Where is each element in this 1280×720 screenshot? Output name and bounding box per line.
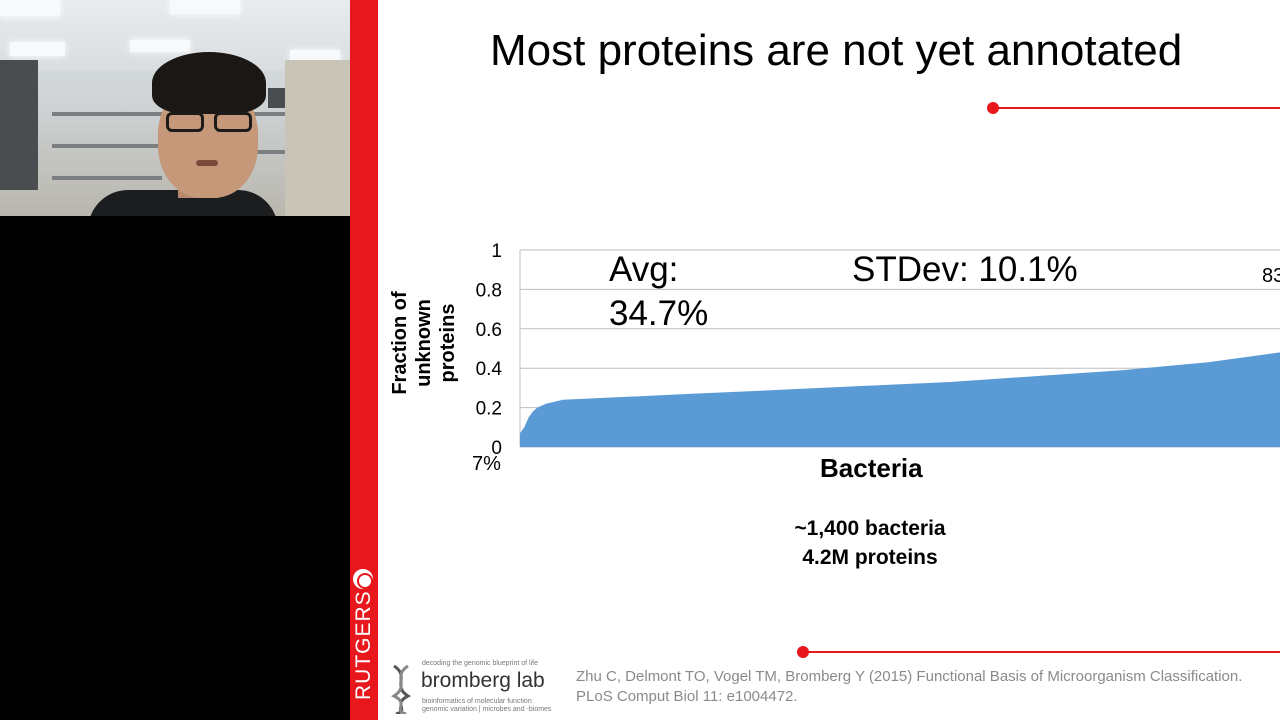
ceiling-light (170, 0, 240, 14)
protein-count-text: 4.2M proteins (730, 543, 1010, 572)
wall-panel (285, 60, 350, 216)
min-value-annotation: 7% (472, 453, 501, 476)
y-tick-label: 0.8 (476, 280, 502, 301)
y-tick-label: 1 (491, 241, 502, 262)
person-mouth (196, 160, 218, 166)
y-tick-label: 0.2 (476, 399, 502, 420)
bromberg-lab-logo: decoding the genomic blueprint of life b… (388, 660, 563, 716)
y-tick-label: 0.4 (476, 359, 503, 380)
ceiling-light (130, 40, 190, 52)
max-value-annotation: 83 (1262, 265, 1280, 288)
lab-cabinet (0, 60, 38, 190)
lab-shelf (52, 112, 162, 116)
ceiling-light (10, 42, 65, 56)
bacteria-count-text: ~1,400 bacteria (730, 514, 1010, 543)
rutgers-wordmark: RUTGERS (352, 500, 376, 700)
logo-name: bromberg lab (421, 669, 545, 693)
unknown-proteins-chart: 0 0.2 0.4 0.6 0.8 1 Fraction of unknown prote… (380, 235, 1280, 495)
average-annotation: Avg: 34.7% (609, 248, 769, 336)
logo-subtitle: genomic variation | microbes and -biomes (422, 706, 551, 713)
citation-text: Zhu C, Delmont TO, Vogel TM, Bromberg Y … (576, 667, 1266, 707)
ceiling-light (0, 0, 60, 16)
dna-helix-icon (388, 664, 414, 714)
lab-shelf (52, 144, 162, 148)
decorative-red-line (996, 107, 1280, 109)
decorative-red-dot (987, 102, 999, 114)
y-axis-label: Fraction of unknown proteins (388, 273, 468, 413)
glasses-icon (164, 112, 258, 136)
logo-tagline: decoding the genomic blueprint of life (422, 660, 538, 667)
dataset-summary: ~1,400 bacteria 4.2M proteins (730, 514, 1010, 572)
y-tick-label: 0.6 (476, 320, 502, 341)
x-axis-label: Bacteria (820, 453, 923, 484)
decorative-red-dot (797, 646, 809, 658)
slide-title: Most proteins are not yet annotated (490, 26, 1250, 76)
webcam-video-feed (0, 0, 350, 216)
person-hair (152, 52, 266, 114)
decorative-red-line (806, 651, 1280, 653)
presentation-slide: RUTGERS Most proteins are not yet annota… (350, 0, 1280, 720)
empty-video-area (0, 216, 350, 720)
lab-shelf (52, 176, 162, 180)
logo-subtitle: bioinformatics of molecular function (422, 698, 532, 705)
stdev-annotation: STDev: 10.1% (852, 248, 1078, 292)
